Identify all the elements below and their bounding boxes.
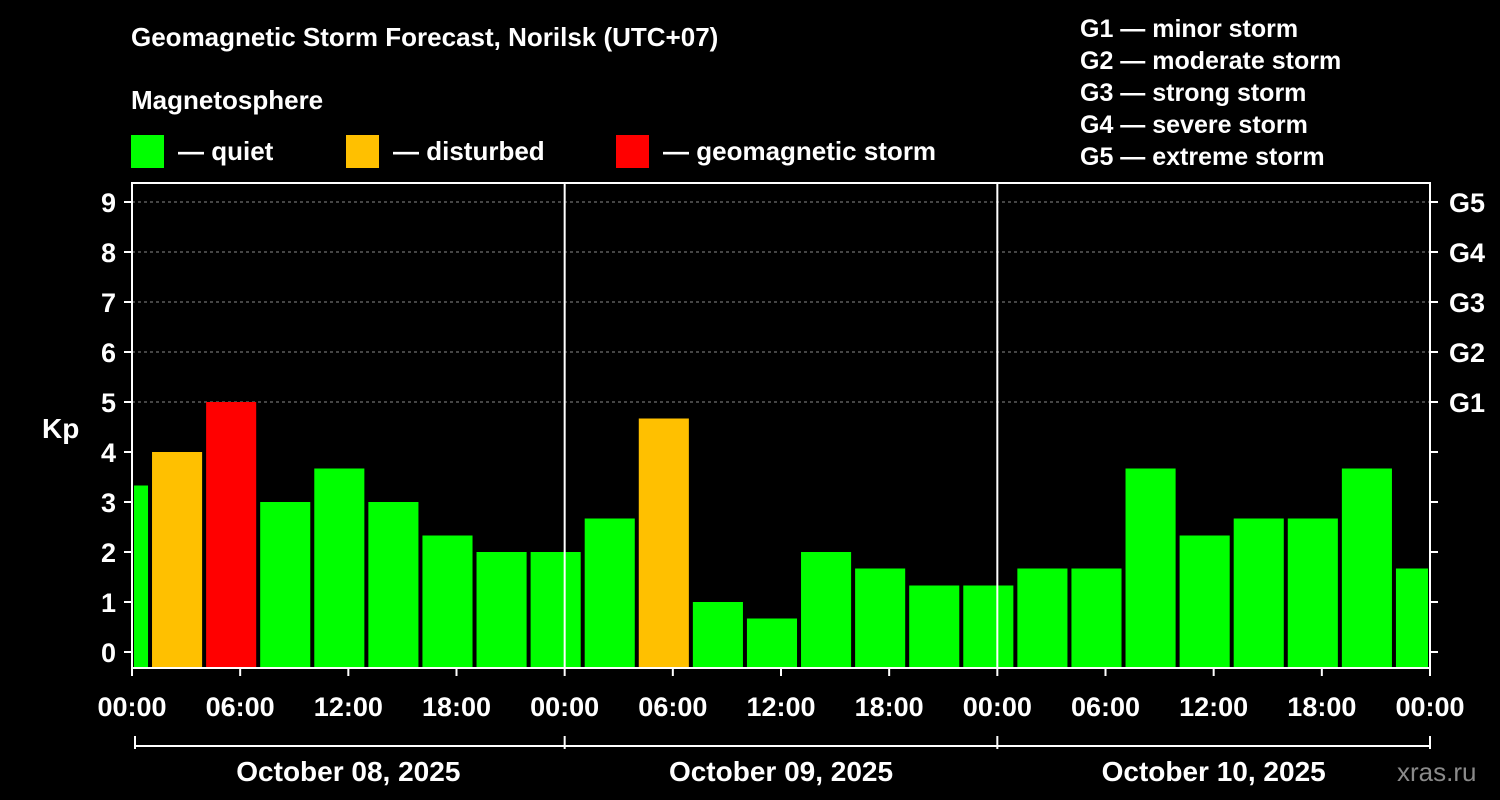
kp-bar-0 bbox=[134, 485, 149, 668]
kp-bar-17 bbox=[1017, 568, 1068, 668]
legend-item-disturbed: — disturbed bbox=[346, 134, 545, 168]
y2-tick-label-g4: G4 bbox=[1449, 238, 1485, 268]
legend-swatch-storm bbox=[616, 134, 649, 168]
x-tick-label-8: 00:00 bbox=[963, 692, 1032, 722]
y-tick-label-9: 9 bbox=[101, 188, 116, 218]
x-tick-label-10: 12:00 bbox=[1179, 692, 1248, 722]
x-tick-label-3: 18:00 bbox=[422, 692, 491, 722]
y-tick-label-7: 7 bbox=[101, 288, 116, 318]
legend-heading: Magnetosphere bbox=[131, 85, 324, 115]
y-tick-label-1: 1 bbox=[101, 588, 116, 618]
kp-bar-24 bbox=[1395, 568, 1428, 668]
scale-g5: G5 — extreme storm bbox=[1080, 143, 1325, 171]
kp-bar-2 bbox=[206, 402, 257, 668]
y2-tick-label-g3: G3 bbox=[1449, 288, 1485, 318]
x-tick-label-2: 12:00 bbox=[314, 692, 383, 722]
legend-label-quiet: — quiet bbox=[178, 135, 274, 166]
y-tick-label-5: 5 bbox=[101, 388, 116, 418]
legend-swatch-quiet bbox=[131, 134, 164, 168]
date-label-0: October 08, 2025 bbox=[236, 756, 460, 787]
x-tick-label-0: 00:00 bbox=[97, 692, 166, 722]
y-tick-label-6: 6 bbox=[101, 338, 116, 368]
scale-g3: G3 — strong storm bbox=[1080, 79, 1307, 107]
kp-bar-21 bbox=[1233, 518, 1284, 668]
x-tick-label-1: 06:00 bbox=[206, 692, 275, 722]
kp-bar-23 bbox=[1341, 468, 1392, 668]
y2-tick-label-g1: G1 bbox=[1449, 388, 1485, 418]
chart-title: Geomagnetic Storm Forecast, Norilsk (UTC… bbox=[131, 22, 719, 52]
kp-bar-18 bbox=[1071, 568, 1122, 668]
legend-swatch-disturbed bbox=[346, 134, 379, 168]
scale-g1: G1 — minor storm bbox=[1080, 15, 1299, 43]
kp-bar-16 bbox=[963, 585, 1014, 668]
legend-item-storm: — geomagnetic storm bbox=[616, 134, 936, 168]
kp-bar-15 bbox=[909, 585, 960, 668]
x-tick-label-5: 06:00 bbox=[638, 692, 707, 722]
kp-bar-12 bbox=[746, 618, 798, 668]
y-tick-label-8: 8 bbox=[101, 238, 116, 268]
kp-bar-22 bbox=[1287, 518, 1338, 668]
watermark: xras.ru bbox=[1397, 757, 1477, 787]
kp-bar-13 bbox=[801, 552, 852, 668]
date-label-1: October 09, 2025 bbox=[669, 756, 893, 787]
y-tick-label-0: 0 bbox=[101, 638, 116, 668]
y-tick-label-4: 4 bbox=[101, 438, 116, 468]
legend-label-disturbed: — disturbed bbox=[393, 135, 545, 166]
x-tick-label-4: 00:00 bbox=[530, 692, 599, 722]
kp-bar-11 bbox=[692, 602, 743, 668]
scale-g2: G2 — moderate storm bbox=[1080, 47, 1342, 75]
y-axis-label: Kp bbox=[42, 413, 80, 444]
kp-bar-7 bbox=[476, 552, 527, 668]
y2-tick-label-g5: G5 bbox=[1449, 188, 1485, 218]
x-tick-label-7: 18:00 bbox=[855, 692, 924, 722]
date-label-2: October 10, 2025 bbox=[1102, 756, 1326, 787]
x-tick-label-6: 12:00 bbox=[746, 692, 815, 722]
kp-bar-20 bbox=[1179, 535, 1230, 668]
kp-bar-1 bbox=[152, 452, 203, 668]
x-tick-label-9: 06:00 bbox=[1071, 692, 1140, 722]
scale-g4: G4 — severe storm bbox=[1080, 111, 1308, 139]
kp-bar-5 bbox=[368, 502, 419, 668]
kp-bar-10 bbox=[638, 418, 689, 668]
kp-bar-3 bbox=[260, 502, 311, 668]
x-tick-label-11: 18:00 bbox=[1287, 692, 1356, 722]
y-tick-label-3: 3 bbox=[101, 488, 116, 518]
legend-label-storm: — geomagnetic storm bbox=[663, 135, 937, 166]
legend-item-quiet: — quiet bbox=[131, 134, 273, 168]
kp-bar-9 bbox=[584, 518, 635, 668]
y2-tick-label-g2: G2 bbox=[1449, 338, 1485, 368]
x-tick-label-12: 00:00 bbox=[1395, 692, 1464, 722]
kp-bar-8 bbox=[530, 552, 581, 668]
kp-bar-4 bbox=[314, 468, 365, 668]
kp-bar-14 bbox=[855, 568, 906, 668]
kp-bar-19 bbox=[1125, 468, 1176, 668]
kp-bar-6 bbox=[422, 535, 473, 668]
y-tick-label-2: 2 bbox=[101, 538, 116, 568]
